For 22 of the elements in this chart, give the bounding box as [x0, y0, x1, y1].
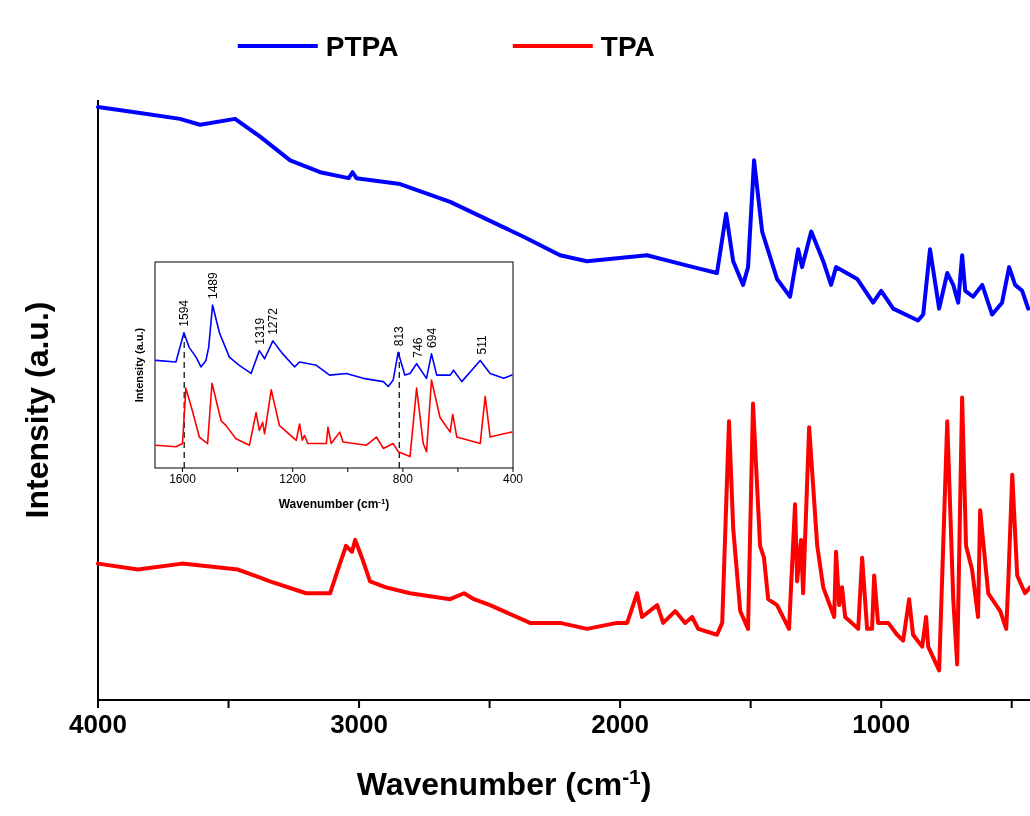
- annotation: 1272: [265, 307, 280, 335]
- annotation: 1319: [252, 317, 267, 345]
- x-tick-label: 2000: [591, 708, 650, 739]
- x-tick-label: 400: [502, 472, 524, 487]
- y-axis-title: Intensity (a.u.): [133, 327, 145, 403]
- annotation: 1489: [206, 271, 221, 299]
- annotation: 1594: [177, 299, 192, 327]
- x-axis-title: Wavenumber (cm$^{-1}$): [356, 764, 652, 802]
- x-tick-label: 1200: [279, 472, 307, 487]
- x-axis-title: Wavenumber (cm$^{-1}$): [278, 496, 390, 511]
- legend-label: TPA: [600, 31, 655, 62]
- x-tick-label: 3000: [330, 708, 388, 739]
- y-axis-title: Intensity (a.u.): [19, 301, 55, 519]
- x-tick-label: 1600: [169, 472, 197, 487]
- legend-label: PTPA: [325, 31, 399, 62]
- x-tick-label: 800: [392, 472, 414, 487]
- x-tick-label: 4000: [69, 708, 127, 739]
- annotation: 694: [425, 327, 440, 348]
- x-tick-label: 1000: [852, 708, 911, 739]
- annotation: 813: [392, 325, 407, 347]
- annotation: 511: [475, 334, 490, 355]
- annotation: 746: [410, 337, 425, 358]
